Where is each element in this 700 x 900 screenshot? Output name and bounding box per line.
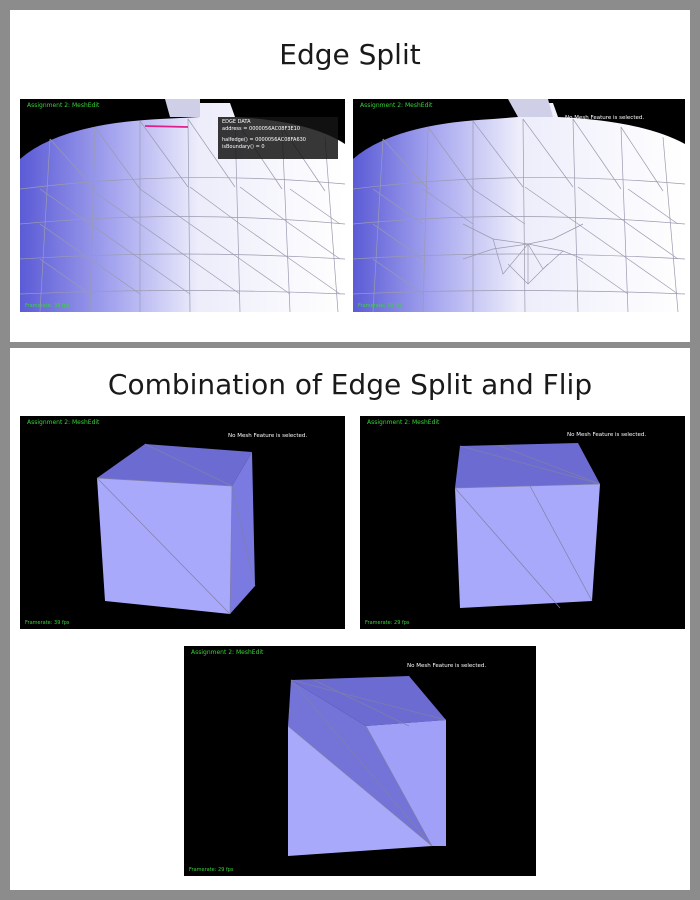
cube-front-right-face — [366, 720, 446, 846]
cube-front-lower-face — [288, 726, 432, 856]
viewport-teapot-before[interactable]: Assignment 2: MeshEdit EDGE DATA address… — [20, 99, 345, 312]
mesh-wireframe — [353, 118, 685, 312]
viewport-cube-2[interactable]: Assignment 2: MeshEdit No Mesh Feature i… — [360, 416, 685, 629]
cube-top-face — [291, 676, 446, 726]
cube-mesh-2 — [454, 443, 601, 609]
selection-status: No Mesh Feature is selected. — [565, 115, 645, 121]
teapot-body — [353, 103, 685, 312]
app-title: Assignment 2: MeshEdit — [191, 649, 264, 656]
edge-data-panel: EDGE DATA address = 0000056AC08F3E10 hal… — [218, 117, 338, 159]
edge-data-halfedge: halfedge() = 0000056AC08FA630 — [222, 137, 306, 143]
cube-top-face — [97, 444, 252, 486]
cube-mesh-3 — [287, 676, 447, 856]
viewport-cube-1[interactable]: Assignment 2: MeshEdit No Mesh Feature i… — [20, 416, 345, 629]
viewport-cube-3[interactable]: Assignment 2: MeshEdit No Mesh Feature i… — [184, 646, 536, 876]
framerate-label: Framerate: 29 fps — [189, 867, 234, 873]
cube-top-face — [455, 443, 600, 488]
edge-data-address: address = 0000056AC08F3E10 — [222, 125, 301, 132]
framerate-label: Framerate: 29 fps — [365, 620, 410, 626]
app-title: Assignment 2: MeshEdit — [367, 419, 440, 426]
edge-data-boundary: isBoundary() = 0 — [222, 143, 265, 150]
section-title-edge-split: Edge Split — [279, 38, 421, 71]
section-divider — [0, 342, 700, 348]
framerate-label: Framerate: 39 fps — [25, 620, 70, 626]
framerate-label: Framerate: 38 fps — [358, 303, 403, 309]
teapot-lid — [508, 99, 553, 117]
selection-status: No Mesh Feature is selected. — [567, 432, 647, 438]
cube-front-face — [97, 478, 232, 614]
app-title: Assignment 2: MeshEdit — [27, 419, 100, 426]
selection-status: No Mesh Feature is selected. — [228, 433, 308, 439]
teapot-mesh-after — [353, 99, 685, 312]
section-title-split-flip: Combination of Edge Split and Flip — [107, 368, 593, 401]
selection-status: No Mesh Feature is selected. — [407, 663, 487, 669]
edge-data-heading: EDGE DATA — [222, 119, 251, 125]
app-title: Assignment 2: MeshEdit — [27, 102, 100, 109]
cube-left-face — [288, 680, 432, 846]
viewport-teapot-after[interactable]: Assignment 2: MeshEdit No Mesh Feature i… — [353, 99, 685, 312]
app-title: Assignment 2: MeshEdit — [360, 102, 433, 109]
cube-mesh-1 — [96, 443, 256, 615]
selected-edge[interactable] — [144, 125, 189, 128]
cube-front-face — [455, 484, 600, 608]
teapot-lid — [165, 99, 200, 117]
framerate-label: Framerate: 38 fps — [25, 303, 70, 309]
